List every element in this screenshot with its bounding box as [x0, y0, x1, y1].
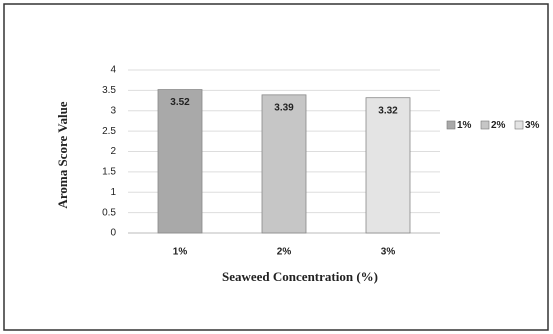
bar	[365, 97, 411, 234]
y-tick-label: 1	[110, 187, 116, 198]
x-tick-label: 3%	[381, 247, 396, 258]
legend-label: 1%	[457, 120, 472, 131]
legend-label: 2%	[491, 120, 506, 131]
legend-label: 3%	[525, 120, 540, 131]
bar	[157, 89, 203, 234]
value-label: 3.39	[274, 102, 294, 113]
y-tick-label: 3.5	[102, 85, 116, 96]
y-tick-label: 0.5	[102, 207, 116, 218]
y-tick-label: 0	[110, 228, 116, 239]
y-tick-label: 3	[110, 105, 116, 116]
y-axis-title: Aroma Score Value	[55, 101, 70, 208]
legend-swatch	[480, 120, 490, 130]
legend-swatch	[514, 120, 524, 130]
bar	[261, 94, 307, 234]
y-tick-label: 4	[110, 65, 116, 76]
value-label: 3.52	[170, 97, 190, 108]
legend-swatch	[446, 120, 456, 130]
x-axis-title: Seaweed Concentration (%)	[222, 269, 378, 284]
y-tick-label: 1.5	[102, 167, 116, 178]
value-label: 3.32	[378, 105, 398, 116]
y-tick-label: 2.5	[102, 126, 116, 137]
x-tick-label: 2%	[277, 247, 292, 258]
x-tick-label: 1%	[173, 247, 188, 258]
y-tick-label: 2	[110, 146, 116, 157]
